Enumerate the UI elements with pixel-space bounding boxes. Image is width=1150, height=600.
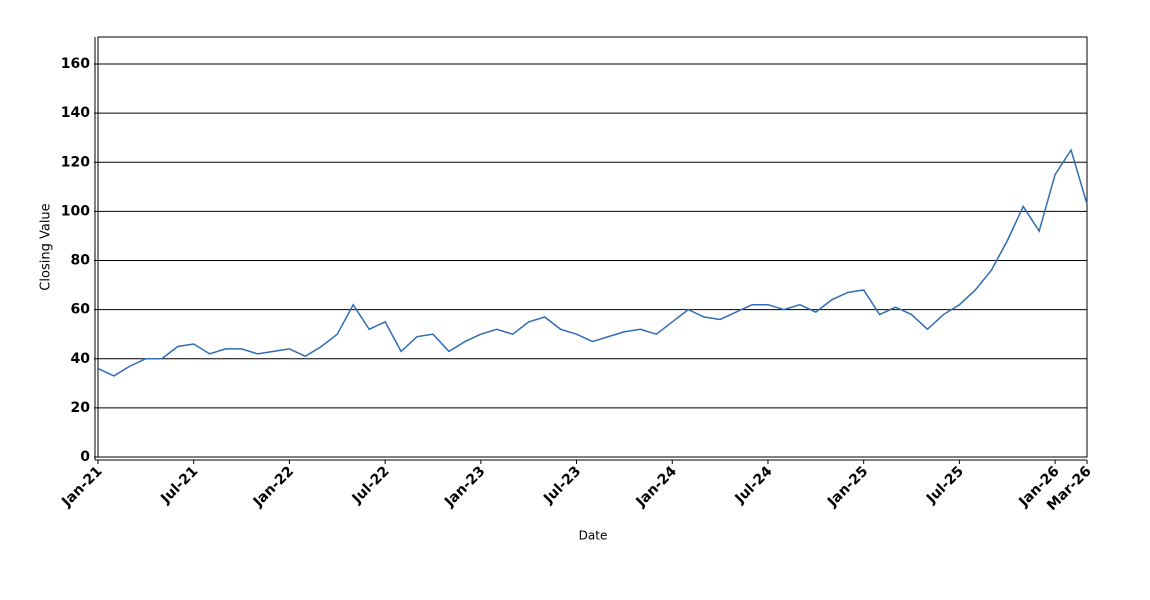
line-series: [97, 148, 1088, 377]
y-tick-label: 40: [71, 351, 91, 367]
y-tick-label: 120: [61, 154, 90, 170]
y-tick-label: 0: [80, 449, 90, 465]
x-tick-label: Jul-24: [732, 463, 776, 507]
x-tick-label: Jan-24: [633, 463, 680, 510]
plot-frame: [97, 36, 1088, 458]
y-tick-label: 100: [61, 203, 90, 219]
x-tick-label: Jul-22: [349, 463, 393, 507]
x-tick-label: Jan-21: [58, 463, 105, 510]
y-tick-label: 80: [71, 253, 91, 269]
x-tick-label: Jul-21: [157, 463, 201, 507]
x-tick-label: Jan-22: [250, 463, 297, 510]
x-tick-label: Jan-25: [824, 463, 871, 510]
y-tick-label: 160: [61, 56, 90, 72]
x-axis-label: Date: [579, 529, 608, 543]
x-tick-label: Jan-23: [441, 463, 488, 510]
x-tick-label: Jul-23: [540, 463, 584, 507]
y-axis-label: Closing Value: [39, 203, 54, 290]
y-tick-label: 20: [71, 400, 91, 416]
y-tick-label: 140: [61, 105, 90, 121]
y-tick-label: 60: [71, 302, 91, 318]
x-tick-label: Jul-25: [923, 463, 967, 507]
